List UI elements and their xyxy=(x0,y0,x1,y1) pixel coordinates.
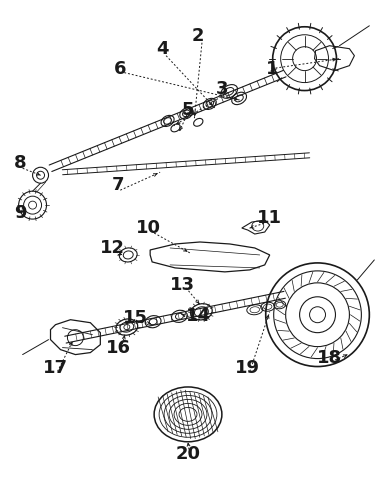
Text: 13: 13 xyxy=(170,276,195,294)
Text: 1: 1 xyxy=(266,60,278,78)
Text: 10: 10 xyxy=(136,219,161,237)
Text: 11: 11 xyxy=(257,209,282,227)
Text: 8: 8 xyxy=(14,154,27,172)
Text: 4: 4 xyxy=(156,40,168,58)
Text: 20: 20 xyxy=(176,445,200,463)
Text: 15: 15 xyxy=(123,309,148,327)
Text: 12: 12 xyxy=(100,239,125,257)
Text: 3: 3 xyxy=(216,80,228,97)
Text: 18: 18 xyxy=(317,348,342,367)
Text: 19: 19 xyxy=(235,359,260,376)
Text: 17: 17 xyxy=(43,359,68,376)
Text: 14: 14 xyxy=(186,307,210,325)
Text: 16: 16 xyxy=(106,338,131,357)
Text: 5: 5 xyxy=(182,101,194,120)
Text: 7: 7 xyxy=(112,176,125,194)
Text: 2: 2 xyxy=(192,27,204,45)
Text: 9: 9 xyxy=(14,204,27,222)
Text: 6: 6 xyxy=(114,60,126,78)
